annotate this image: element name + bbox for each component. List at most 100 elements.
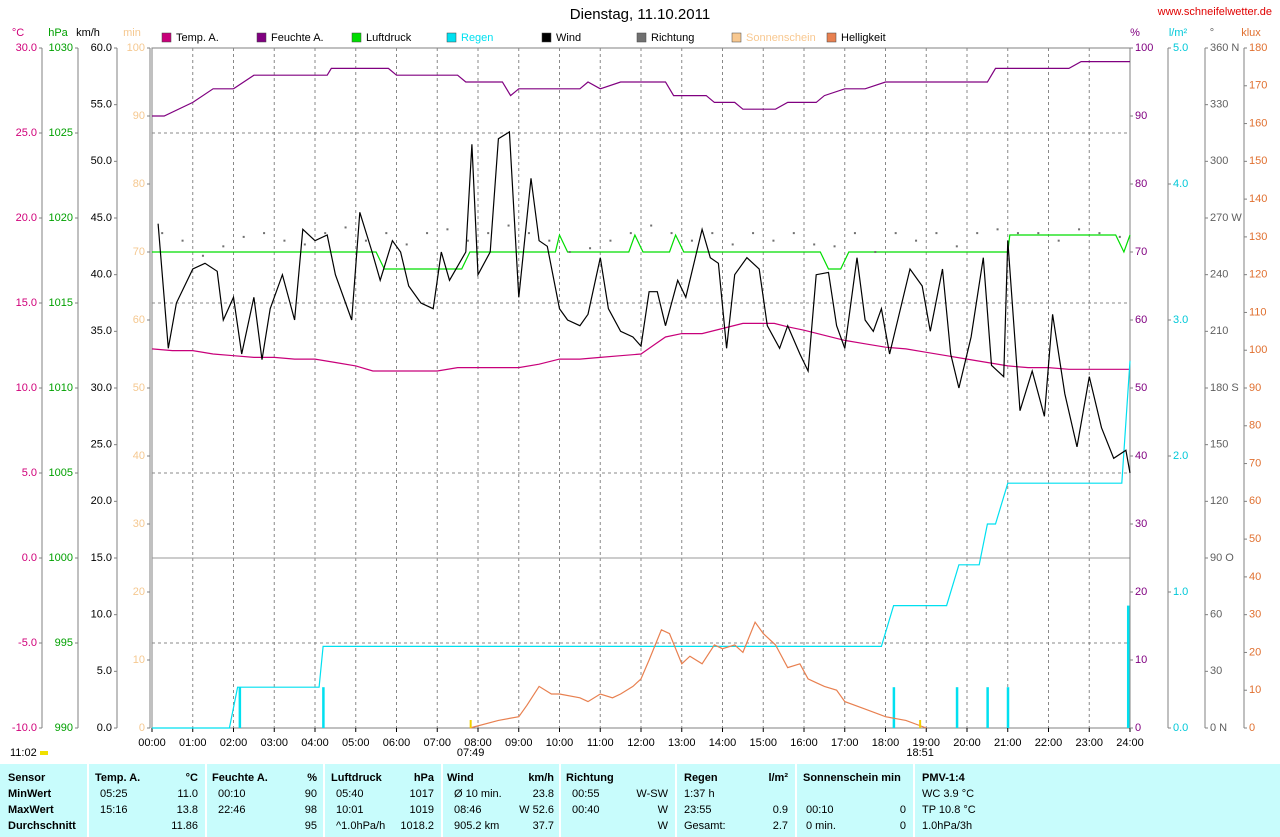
- axis-unit: °C: [12, 27, 24, 39]
- rain-bar: [1126, 605, 1130, 728]
- y-tick-label: 70: [1135, 246, 1147, 258]
- y-tick-label: 5.0: [97, 665, 112, 677]
- table-cell: 90: [305, 788, 317, 800]
- direction-dot: [324, 232, 327, 235]
- y-tick-label: 20.0: [91, 495, 112, 507]
- direction-dot: [364, 239, 367, 242]
- series-line: [152, 360, 1131, 729]
- table-cell: WC 3.9 °C: [922, 788, 974, 800]
- y-tick-label: 0.0: [97, 722, 112, 734]
- y-tick-label: 30: [1249, 609, 1261, 621]
- table-header: PMV-1:4: [922, 772, 966, 784]
- table-cell: 23:55: [684, 804, 712, 816]
- table-cell: 1.0hPa/3h: [922, 820, 972, 832]
- table-header: Luftdruck: [331, 772, 383, 784]
- table-header: Regen: [684, 772, 718, 784]
- x-tick-label: 19:00: [912, 737, 940, 749]
- y-tick-label: 45.0: [91, 212, 112, 224]
- axis-unit: °: [1210, 27, 1214, 39]
- direction-dot: [344, 226, 347, 229]
- table-cell: 23.8: [533, 788, 554, 800]
- rain-bar: [1006, 687, 1010, 728]
- y-tick-label: 20: [133, 586, 145, 598]
- y-tick-label: 160: [1249, 117, 1267, 129]
- y-tick-label: 2.0: [1173, 450, 1188, 462]
- y-tick-label: 1030: [49, 42, 73, 54]
- table-header: km/h: [528, 772, 554, 784]
- x-tick-label: 11:00: [587, 737, 614, 749]
- x-tick-label: 13:00: [668, 737, 696, 749]
- axis-unit: l/m²: [1169, 27, 1188, 39]
- direction-dot: [1118, 235, 1121, 238]
- table-cell: 00:10: [806, 804, 834, 816]
- legend-swatch: [636, 32, 647, 43]
- rain-bar: [986, 687, 989, 728]
- direction-dot: [1037, 232, 1040, 235]
- y-tick-label: 30.0: [91, 382, 112, 394]
- table-header: Richtung: [566, 772, 614, 784]
- y-tick-label: 80: [1249, 420, 1261, 432]
- sun-time: 18:51: [906, 747, 934, 759]
- axis-unit: km/h: [76, 27, 100, 39]
- direction-dot: [589, 247, 592, 250]
- table-cell: 95: [305, 820, 317, 832]
- y-tick-label: 360 N: [1210, 42, 1239, 54]
- direction-dot: [181, 239, 184, 242]
- y-tick-label: 150: [1210, 439, 1228, 451]
- y-tick-label: -5.0: [18, 637, 37, 649]
- table-row-label: MinWert: [8, 788, 52, 800]
- y-tick-label: 300: [1210, 155, 1228, 167]
- x-tick-label: 01:00: [179, 737, 207, 749]
- y-tick-label: 40: [1249, 571, 1261, 583]
- direction-dot: [650, 224, 653, 227]
- direction-dot: [752, 232, 755, 235]
- direction-dot: [1016, 232, 1019, 235]
- table-header: °C: [186, 772, 198, 784]
- x-tick-label: 06:00: [383, 737, 411, 749]
- direction-dot: [263, 232, 266, 235]
- y-tick-label: 240: [1210, 269, 1228, 281]
- y-tick-label: 15.0: [91, 552, 112, 564]
- x-tick-label: 23:00: [1075, 737, 1103, 749]
- y-tick-label: 270 W: [1210, 212, 1242, 224]
- table-row-label: MaxWert: [8, 804, 54, 816]
- table-cell: 0.9: [773, 804, 788, 816]
- table-cell: 0: [900, 804, 906, 816]
- y-tick-label: -10.0: [12, 722, 37, 734]
- y-tick-label: 0: [1249, 722, 1255, 734]
- direction-dot: [466, 239, 469, 242]
- y-tick-label: 4.0: [1173, 178, 1188, 190]
- rain-bar: [322, 687, 325, 728]
- legend-swatch: [161, 32, 172, 43]
- x-tick-label: 00:00: [138, 737, 166, 749]
- table-cell: W: [658, 820, 669, 832]
- table-header: l/m²: [768, 772, 788, 784]
- sun-icon: [40, 751, 48, 755]
- direction-dot: [548, 239, 551, 242]
- table-header: hPa: [414, 772, 435, 784]
- legend-label: Richtung: [651, 32, 694, 44]
- direction-dot: [670, 232, 673, 235]
- table-cell: 10:01: [336, 804, 364, 816]
- y-tick-label: 180: [1249, 42, 1267, 54]
- x-tick-label: 16:00: [790, 737, 818, 749]
- y-tick-label: 20.0: [16, 212, 37, 224]
- table-cell: 905.2 km: [454, 820, 499, 832]
- y-tick-label: 100: [1249, 344, 1267, 356]
- y-tick-label: 60: [1249, 495, 1261, 507]
- y-tick-label: 1025: [49, 127, 73, 139]
- series-line: [469, 620, 927, 729]
- legend-label: Wind: [556, 32, 581, 44]
- x-tick-label: 18:00: [872, 737, 900, 749]
- x-tick-label: 05:00: [342, 737, 370, 749]
- y-tick-label: 10.0: [91, 609, 112, 621]
- direction-dot: [161, 232, 164, 235]
- table-header: %: [307, 772, 317, 784]
- series-line: [152, 61, 1130, 117]
- y-tick-label: 10.0: [16, 382, 37, 394]
- x-tick-label: 24:00: [1116, 737, 1144, 749]
- direction-dot: [629, 232, 632, 235]
- direction-dot: [711, 232, 714, 235]
- y-tick-label: 70: [133, 246, 145, 258]
